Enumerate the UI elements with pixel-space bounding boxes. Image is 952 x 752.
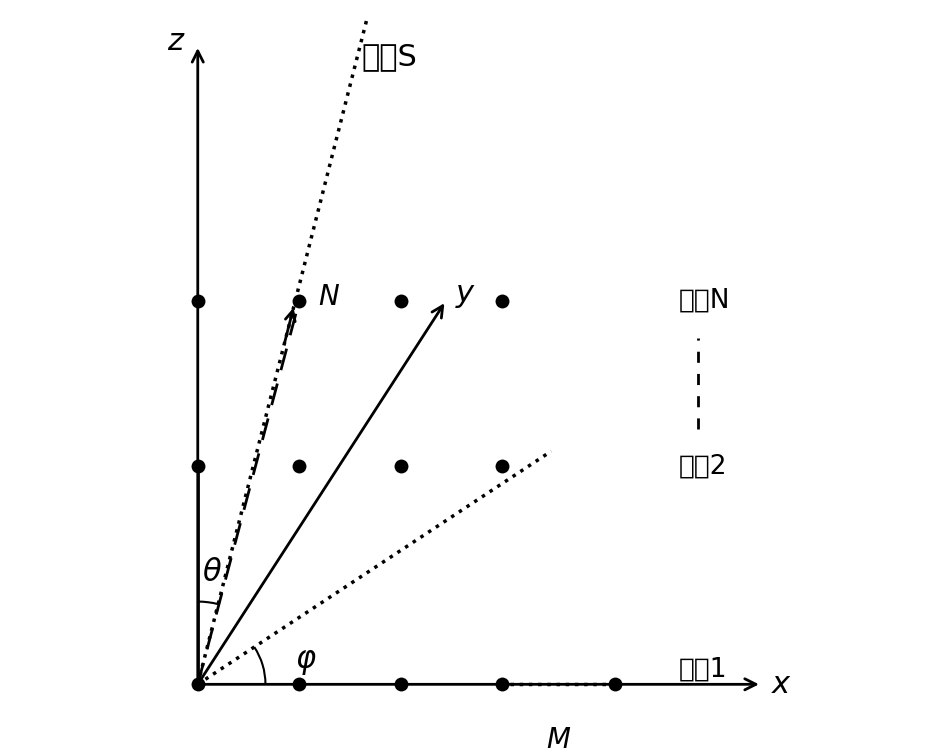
Text: 子阵N: 子阵N	[679, 288, 730, 314]
Text: 信源S: 信源S	[362, 42, 418, 71]
Text: θ: θ	[203, 558, 221, 587]
Text: 子阵1: 子阵1	[679, 656, 727, 682]
Text: x: x	[771, 670, 789, 699]
Text: M: M	[546, 726, 570, 752]
Text: z: z	[168, 27, 183, 56]
Text: N: N	[318, 283, 339, 311]
Text: y: y	[456, 279, 474, 308]
Text: φ: φ	[296, 646, 316, 675]
Text: 子阵2: 子阵2	[679, 453, 727, 479]
